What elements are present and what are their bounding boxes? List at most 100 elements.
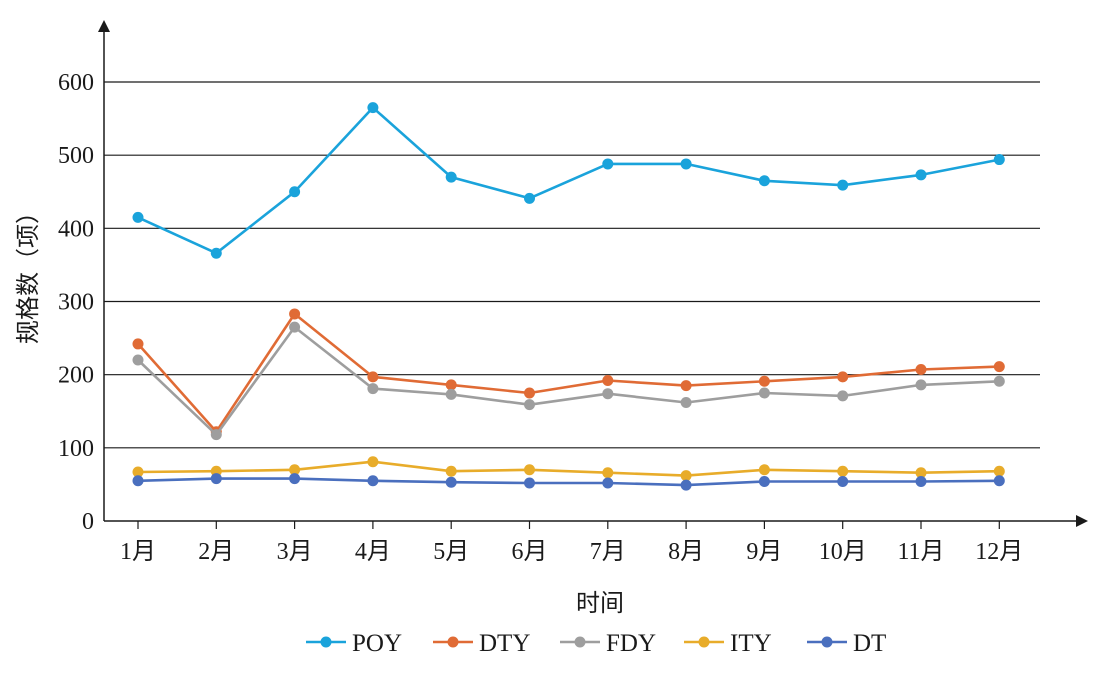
data-point bbox=[758, 175, 770, 187]
x-tick-labels: 1月 2月 3月 4月 5月 6月 7月 8月 9月 10月 11月 12月 bbox=[120, 539, 1023, 565]
series-line bbox=[137, 312, 1000, 434]
y-axis-arrow bbox=[98, 20, 110, 32]
data-point bbox=[210, 429, 222, 441]
x-tick-label: 4月 bbox=[355, 539, 391, 565]
legend-item-dt: DT bbox=[807, 630, 886, 657]
data-point bbox=[837, 390, 849, 402]
legend-label: DTY bbox=[479, 630, 530, 657]
data-point bbox=[758, 375, 770, 387]
data-point bbox=[524, 477, 535, 489]
series-line bbox=[137, 106, 1000, 255]
x-axis-title: 时间 bbox=[576, 589, 624, 617]
data-point bbox=[210, 473, 222, 485]
data-point bbox=[132, 475, 144, 487]
data-point bbox=[367, 475, 379, 487]
data-point bbox=[132, 338, 144, 350]
legend-label: DT bbox=[853, 630, 886, 657]
series-dty bbox=[132, 308, 1005, 438]
x-tick-label: 1月 bbox=[120, 539, 156, 565]
legend-swatch-marker bbox=[821, 636, 833, 648]
data-point bbox=[367, 102, 379, 114]
data-point bbox=[289, 321, 301, 333]
data-point bbox=[445, 171, 457, 183]
data-point bbox=[524, 464, 535, 476]
data-point bbox=[993, 375, 1005, 387]
legend-item-fdy: FDY bbox=[560, 630, 656, 657]
data-point bbox=[993, 475, 1005, 487]
data-point bbox=[680, 470, 692, 482]
data-point bbox=[758, 464, 770, 476]
y-tick-label: 400 bbox=[58, 216, 94, 242]
data-point bbox=[758, 387, 770, 399]
data-point bbox=[915, 364, 927, 376]
y-tick-label: 500 bbox=[58, 143, 94, 169]
data-point bbox=[524, 399, 535, 411]
series-ity bbox=[132, 456, 1005, 482]
y-tick-label: 300 bbox=[58, 290, 94, 316]
legend: POY DTY FDY ITY DT bbox=[306, 630, 886, 657]
legend-swatch-marker bbox=[447, 636, 459, 648]
data-point bbox=[993, 361, 1005, 373]
data-point bbox=[132, 211, 144, 223]
data-point bbox=[993, 154, 1005, 166]
legend-swatch-marker bbox=[574, 636, 586, 648]
data-point bbox=[680, 479, 692, 491]
data-point bbox=[445, 388, 457, 400]
data-point bbox=[837, 465, 849, 477]
data-point bbox=[524, 192, 535, 204]
data-point bbox=[289, 308, 301, 320]
series-fdy bbox=[132, 321, 1005, 441]
data-point bbox=[524, 387, 535, 399]
series-poy bbox=[132, 102, 1005, 259]
data-point bbox=[680, 380, 692, 392]
data-point bbox=[289, 473, 301, 485]
y-tick-label: 600 bbox=[58, 70, 94, 96]
data-point bbox=[680, 396, 692, 408]
legend-item-ity: ITY bbox=[684, 630, 772, 657]
x-tick-label: 9月 bbox=[746, 539, 782, 565]
series-line bbox=[137, 460, 1000, 477]
data-point bbox=[915, 169, 927, 181]
legend-swatch-marker bbox=[320, 636, 332, 648]
data-point bbox=[289, 464, 301, 476]
legend-label: ITY bbox=[730, 630, 772, 657]
data-point bbox=[915, 467, 927, 479]
data-point bbox=[132, 354, 144, 366]
x-tick-label: 2月 bbox=[198, 539, 234, 565]
data-point bbox=[680, 158, 692, 170]
data-point bbox=[210, 247, 222, 259]
data-point bbox=[915, 475, 927, 487]
data-point bbox=[602, 375, 614, 387]
data-point bbox=[602, 477, 614, 489]
data-point bbox=[602, 158, 614, 170]
legend-swatch-marker bbox=[698, 636, 710, 648]
x-axis-arrow bbox=[1076, 515, 1088, 527]
data-point bbox=[445, 465, 457, 477]
grid-lines bbox=[104, 81, 1040, 449]
y-tick-label: 200 bbox=[58, 363, 94, 389]
data-point bbox=[367, 383, 379, 395]
x-tick-label: 12月 bbox=[975, 539, 1023, 565]
data-point bbox=[837, 179, 849, 191]
data-point bbox=[758, 475, 770, 487]
legend-item-poy: POY bbox=[306, 630, 402, 657]
legend-item-dty: DTY bbox=[433, 630, 530, 657]
y-tick-label: 100 bbox=[58, 436, 94, 462]
x-tick-label: 6月 bbox=[512, 539, 548, 565]
x-tick-label: 10月 bbox=[819, 539, 867, 565]
x-tick-label: 5月 bbox=[433, 539, 469, 565]
axes bbox=[98, 20, 1088, 529]
y-tick-label: 0 bbox=[82, 509, 94, 535]
legend-label: POY bbox=[352, 630, 402, 657]
x-tick-label: 7月 bbox=[590, 539, 626, 565]
y-axis-title: 规格数（项） bbox=[14, 200, 42, 344]
data-point bbox=[837, 475, 849, 487]
data-point bbox=[915, 379, 927, 391]
x-tick-label: 8月 bbox=[668, 539, 704, 565]
series-line bbox=[137, 325, 1000, 437]
data-point bbox=[602, 388, 614, 400]
data-point bbox=[837, 371, 849, 383]
data-point bbox=[132, 466, 144, 478]
data-point bbox=[445, 476, 457, 488]
